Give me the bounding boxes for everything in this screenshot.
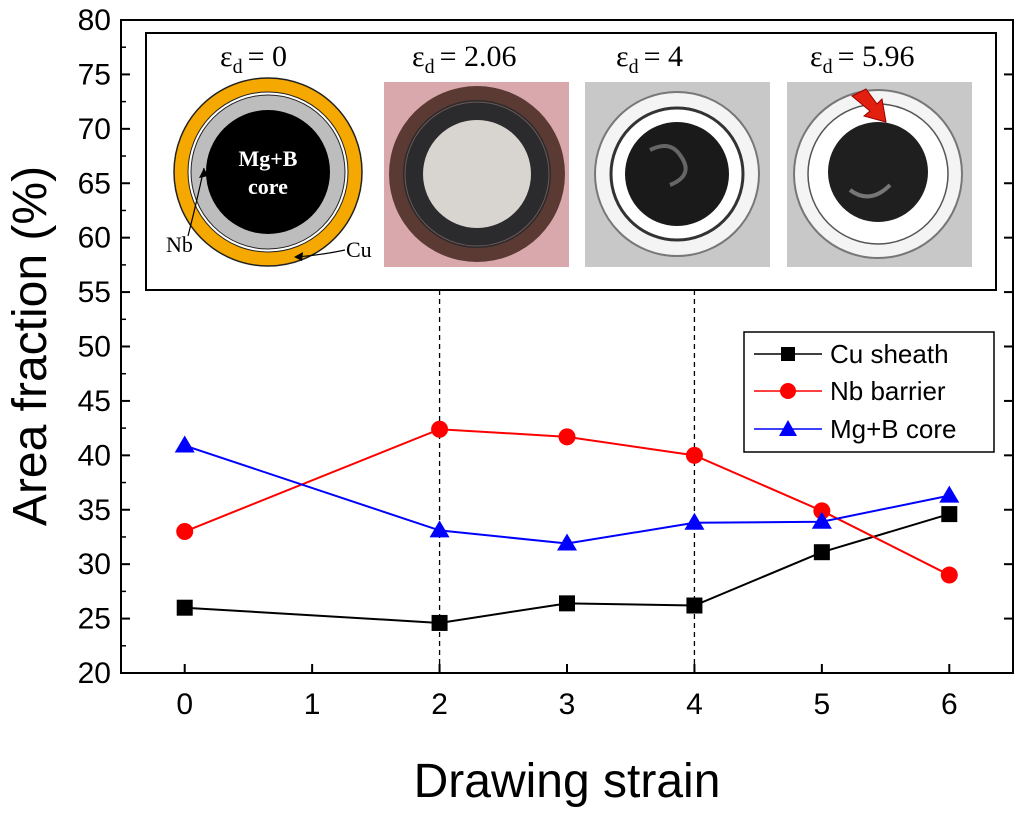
point-circle: [176, 523, 194, 541]
series-line-1: [184, 428, 950, 576]
x-tick-label: 5: [814, 688, 831, 721]
inset-panel: εd = 0 εd = 2.06 εd = 4 εd = 5.96 Mg+B core …: [145, 32, 997, 291]
y-tick-label: 45: [78, 385, 111, 418]
nb-label: Nb: [166, 232, 193, 257]
point-triangle: [429, 520, 450, 538]
point-square: [941, 506, 958, 523]
micrograph-strain-5.96: [787, 82, 972, 267]
y-tick-label: 70: [78, 113, 111, 146]
y-tick-label: 55: [78, 276, 111, 309]
point-square: [176, 599, 193, 616]
y-tick-label: 75: [78, 58, 111, 91]
x-tick-label: 1: [304, 688, 321, 721]
point-square: [559, 595, 575, 612]
y-tick-label: 80: [78, 4, 111, 37]
core-label-line1: Mg+B: [239, 146, 298, 171]
point-square: [686, 597, 703, 614]
x-tick-label: 6: [941, 688, 958, 721]
point-square: [431, 614, 448, 631]
legend: Cu sheath Nb barrier Mg+B core: [743, 331, 995, 453]
plot-series: [174, 420, 960, 631]
point-square: [813, 544, 830, 561]
panel-label-1: εd = 2.06: [412, 40, 517, 78]
red-arrow-icon: [851, 88, 887, 123]
legend-marker-nb-barrier: [780, 383, 796, 399]
mgb-core: [206, 110, 330, 234]
point-circle: [685, 446, 703, 464]
plot-frame: [120, 19, 1014, 674]
micrograph-core: [423, 120, 531, 228]
micrograph-core: [625, 122, 729, 226]
point-circle: [813, 502, 831, 520]
point-triangle: [684, 512, 705, 530]
cu-label: Cu: [346, 237, 372, 262]
point-triangle: [174, 435, 195, 453]
micrograph-texture: [848, 183, 892, 199]
legend-label-nb-barrier: Nb barrier: [830, 376, 946, 406]
legend-marker-cu-sheath: [781, 347, 795, 361]
cu-pointer-arrowhead: [294, 252, 303, 261]
series-line-0: [184, 513, 950, 624]
wire-schematic: Mg+B core Nb Cu: [166, 77, 372, 267]
y-tick-label: 30: [78, 548, 111, 581]
panel-label-3: εd = 5.96: [810, 40, 915, 78]
y-tick-label: 25: [78, 603, 111, 636]
y-tick-label: 20: [78, 657, 111, 690]
point-triangle: [811, 511, 832, 529]
point-triangle: [939, 485, 960, 503]
legend-label-cu-sheath: Cu sheath: [830, 339, 949, 369]
point-circle: [558, 428, 576, 446]
x-tick-label: 3: [559, 688, 576, 721]
x-tick-label: 2: [431, 688, 448, 721]
x-axis: 0 1 2 3 4 5 6: [176, 664, 958, 721]
legend-marker-mgb-core: [779, 420, 797, 436]
point-circle: [940, 566, 958, 584]
y-tick-label: 40: [78, 439, 111, 472]
micrograph-core: [828, 122, 928, 222]
y-tick-label: 35: [78, 494, 111, 527]
y-tick-label: 60: [78, 222, 111, 255]
reference-lines: [438, 290, 696, 673]
y-tick-label: 50: [78, 331, 111, 364]
x-axis-title: Drawing strain: [414, 755, 721, 808]
micrograph-strain-2.06: [384, 82, 569, 267]
point-circle: [431, 420, 449, 438]
x-tick-label: 4: [686, 688, 703, 721]
series-line-2: [184, 444, 950, 545]
x-tick-label: 0: [176, 688, 193, 721]
nb-pointer-arrowhead: [199, 168, 208, 178]
point-triangle: [557, 533, 577, 551]
panel-label-2: εd = 4: [616, 40, 683, 78]
micrograph-texture: [649, 144, 688, 187]
micrograph-strain-4: [585, 82, 770, 267]
micrograph-boundary: [404, 101, 550, 247]
legend-label-mgb-core: Mg+B core: [830, 414, 956, 444]
panel-label-0: εd = 0: [220, 40, 287, 78]
y-axis-title: Area fraction (%): [4, 166, 57, 526]
y-tick-label: 65: [78, 167, 111, 200]
core-label-line2: core: [248, 174, 288, 199]
y-axis: 20 25 30 35 40 45 50 55 60 65 70 75 80: [78, 4, 1013, 690]
